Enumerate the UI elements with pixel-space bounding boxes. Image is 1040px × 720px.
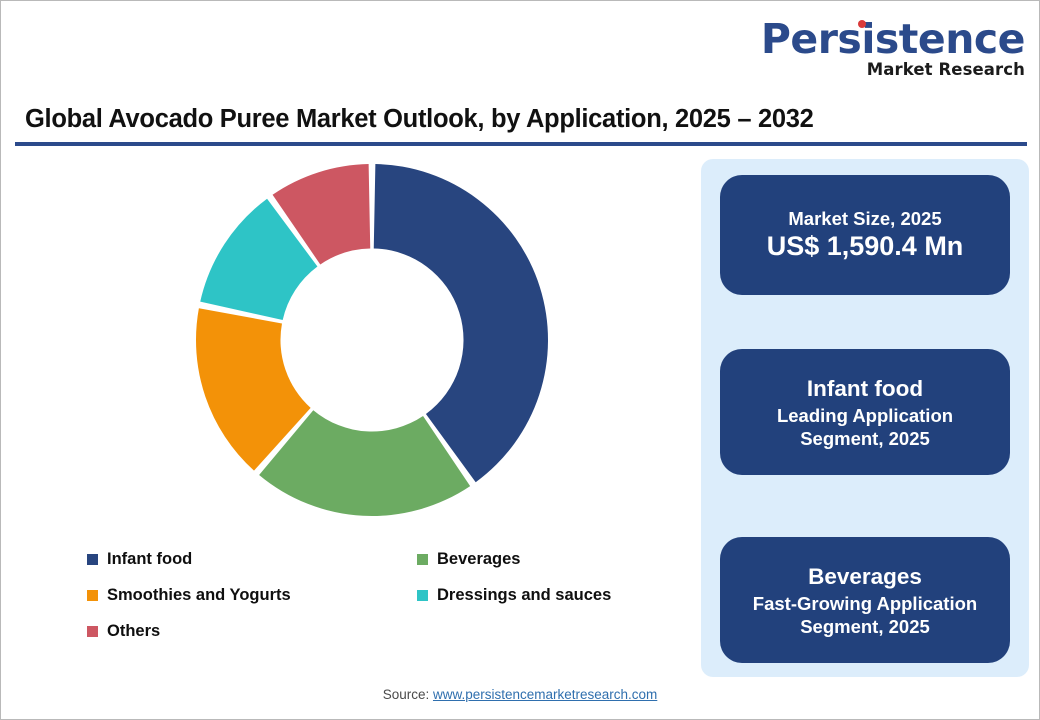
kpi-card-fast-growing-segment: Beverages Fast-Growing Application Segme… <box>720 537 1010 663</box>
logo-tagline: Market Research <box>866 60 1025 79</box>
donut-chart-container: Infant food: 40.3%Beverages: 21.1%Smooth… <box>15 153 675 523</box>
legend-item[interactable]: Beverages <box>417 550 687 569</box>
source-link[interactable]: www.persistencemarketresearch.com <box>432 687 658 702</box>
kpi-fast-growing-segment-line1: Fast-Growing Application <box>752 592 978 614</box>
logo-dot-icon <box>857 20 866 28</box>
kpi-fast-growing-segment-line2: Segment, 2025 <box>800 615 930 637</box>
donut-slice[interactable]: Smoothies and Yogurts: 16.8% <box>196 308 311 471</box>
kpi-market-size-label: Market Size, 2025 <box>788 207 942 229</box>
legend-item-label: Smoothies and Yogurts <box>107 585 291 604</box>
kpi-card-market-size: Market Size, 2025 US$ 1,590.4 Mn <box>720 175 1010 295</box>
source-line: Source: www.persistencemarketresearch.co… <box>1 687 1039 702</box>
logo-wordmark-text: Persistence <box>760 15 1026 63</box>
legend-swatch-icon <box>417 553 428 565</box>
kpi-card-leading-segment: Infant food Leading Application Segment,… <box>720 349 1010 475</box>
legend-item[interactable]: Others <box>87 622 417 641</box>
kpi-leading-segment-name: Infant food <box>806 376 924 402</box>
legend-item-label: Dressings and sauces <box>437 585 612 604</box>
chart-legend: Infant food Beverages Smoothies and Yogurt… <box>87 541 687 649</box>
legend-item-label: Beverages <box>437 549 521 568</box>
source-prefix: Source: <box>382 687 433 702</box>
legend-item[interactable]: Smoothies and Yogurts <box>87 586 417 605</box>
donut-slice[interactable]: Dressings and sauces: 11.9% <box>200 198 318 321</box>
legend-swatch-icon <box>417 589 428 601</box>
legend-item[interactable]: Infant food <box>87 550 417 569</box>
legend-swatch-icon <box>87 589 98 601</box>
company-logo: Persistence Market Research <box>761 19 1026 79</box>
kpi-panel: Market Size, 2025 US$ 1,590.4 Mn Infant … <box>701 159 1029 677</box>
donut-slice[interactable]: Others: 9.9% <box>272 164 371 265</box>
chart-area: Infant food: 40.3%Beverages: 21.1%Smooth… <box>15 153 675 673</box>
legend-item-label: Infant food <box>107 549 193 568</box>
donut-slice[interactable]: Beverages: 21.1% <box>259 410 471 516</box>
donut-chart: Infant food: 40.3%Beverages: 21.1%Smooth… <box>196 164 548 516</box>
title-divider <box>15 142 1027 146</box>
legend-swatch-icon <box>87 553 98 565</box>
kpi-fast-growing-segment-name: Beverages <box>808 564 922 590</box>
legend-swatch-icon <box>87 625 98 637</box>
donut-slices: Infant food: 40.3%Beverages: 21.1%Smooth… <box>196 164 548 516</box>
kpi-leading-segment-line2: Segment, 2025 <box>800 427 930 449</box>
logo-wordmark: Persistence <box>761 19 1026 60</box>
kpi-market-size-value: US$ 1,590.4 Mn <box>766 231 964 262</box>
donut-slice[interactable]: Infant food: 40.3% <box>373 164 548 483</box>
legend-item-label: Others <box>107 621 161 640</box>
legend-item[interactable]: Dressings and sauces <box>417 586 687 605</box>
page-title: Global Avocado Puree Market Outlook, by … <box>25 105 814 133</box>
kpi-leading-segment-line1: Leading Application <box>776 404 954 426</box>
